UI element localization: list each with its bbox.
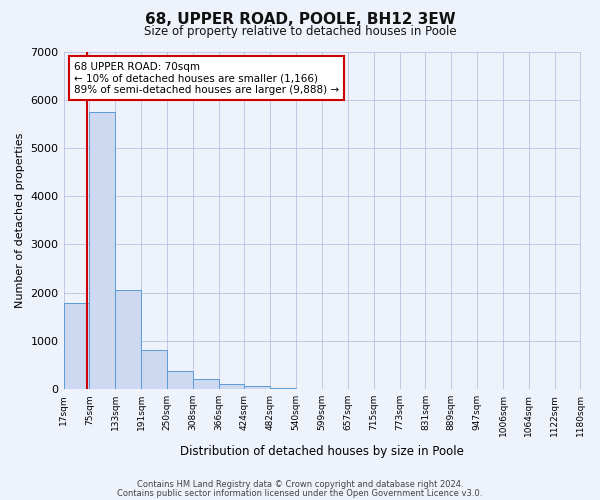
Bar	[271, 388, 296, 389]
Bar	[141, 350, 167, 389]
Bar	[64, 304, 89, 389]
X-axis label: Distribution of detached houses by size in Poole: Distribution of detached houses by size …	[180, 444, 464, 458]
Text: 68 UPPER ROAD: 70sqm
← 10% of detached houses are smaller (1,166)
89% of semi-de: 68 UPPER ROAD: 70sqm ← 10% of detached h…	[74, 62, 339, 95]
Y-axis label: Number of detached properties: Number of detached properties	[15, 132, 25, 308]
Text: Size of property relative to detached houses in Poole: Size of property relative to detached ho…	[143, 25, 457, 38]
Bar	[167, 372, 193, 389]
Bar	[89, 112, 115, 389]
Bar	[218, 384, 244, 389]
Text: 68, UPPER ROAD, POOLE, BH12 3EW: 68, UPPER ROAD, POOLE, BH12 3EW	[145, 12, 455, 28]
Text: Contains HM Land Registry data © Crown copyright and database right 2024.: Contains HM Land Registry data © Crown c…	[137, 480, 463, 489]
Bar	[115, 290, 141, 389]
Text: Contains public sector information licensed under the Open Government Licence v3: Contains public sector information licen…	[118, 488, 482, 498]
Bar	[244, 386, 271, 389]
Bar	[193, 378, 218, 389]
